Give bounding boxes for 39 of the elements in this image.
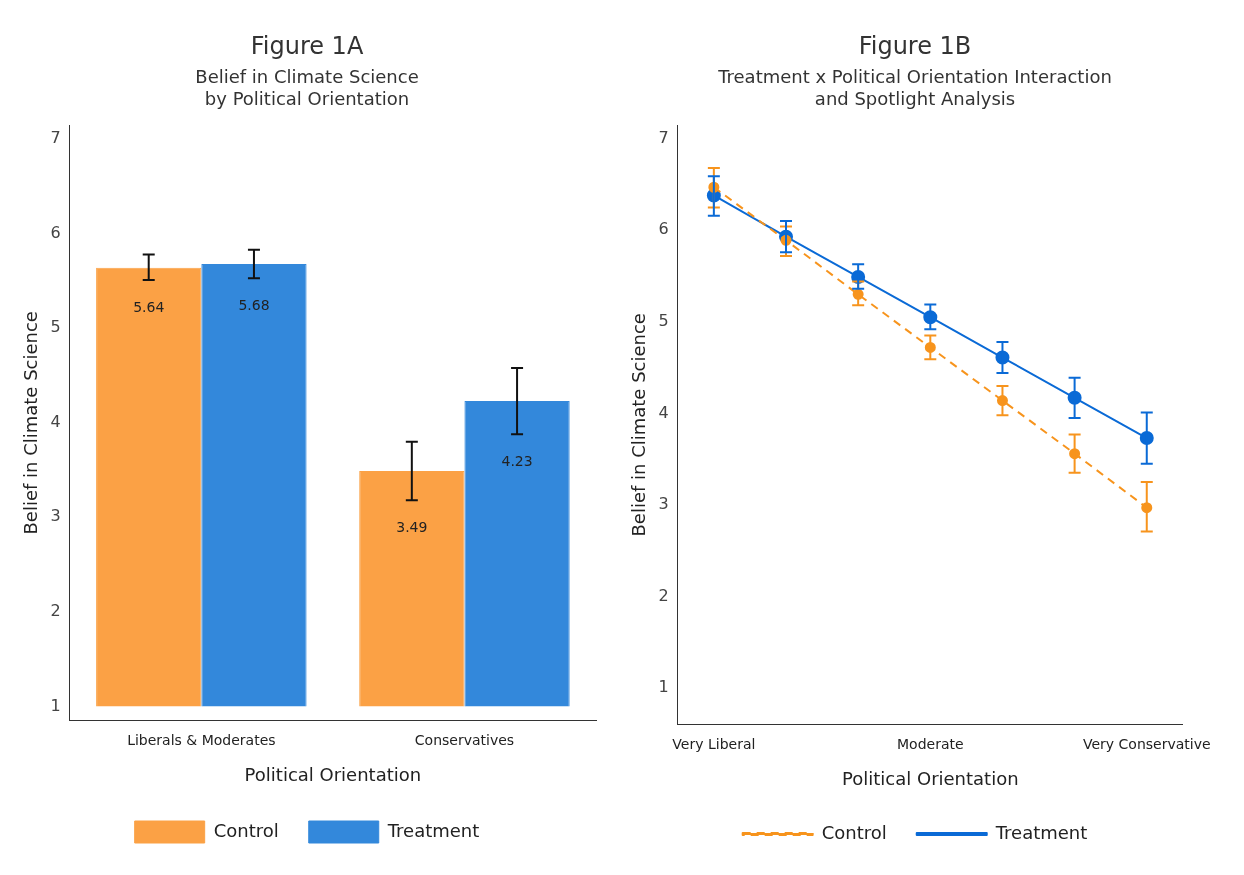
data-label: 4.23 (501, 452, 533, 469)
y-tick-label: 5 (50, 317, 61, 337)
y-tick-label: 2 (658, 585, 669, 605)
y-tick-label: 1 (50, 695, 61, 715)
y-tick-label: 6 (50, 222, 61, 242)
data-label: 3.49 (396, 518, 428, 535)
legend-label: Treatment (994, 821, 1088, 843)
y-tick-label: 4 (658, 402, 669, 422)
chart-subtitle: Treatment x Political Orientation Interaction and Spotlight Analysis (717, 66, 1112, 109)
y-tick-label: 3 (50, 506, 61, 526)
x-axis-title: Political Orientation (842, 767, 1019, 789)
data-label: 5.64 (133, 298, 165, 315)
x-tick-label: Very Liberal (672, 735, 756, 752)
y-tick-label: 7 (658, 127, 669, 147)
x-axis-title: Political Orientation (244, 763, 422, 785)
bar (464, 401, 570, 707)
x-tick-label: Conservatives (414, 731, 515, 748)
y-tick-label: 6 (658, 219, 669, 239)
y-tick-label: 1 (658, 677, 669, 697)
y-tick-label: 4 (50, 411, 61, 431)
bar (359, 471, 465, 707)
y-tick-label: 3 (658, 494, 669, 514)
y-axis-title: Belief in Climate Science (628, 313, 650, 537)
bar (201, 263, 307, 707)
legend-label: Control (821, 821, 887, 843)
x-tick-label: Moderate (897, 735, 964, 752)
y-tick-label: 2 (50, 601, 61, 621)
data-label: 5.68 (238, 296, 270, 313)
legend-label: Control (213, 819, 279, 841)
bar (96, 267, 202, 707)
legend-label: Treatment (386, 819, 480, 841)
chart-title: Figure 1B (858, 31, 972, 60)
y-axis-title: Belief in Climate Science (20, 311, 42, 535)
y-tick-label: 5 (658, 310, 669, 330)
x-tick-label: Very Conservative (1082, 735, 1211, 752)
chart-subtitle: Belief in Climate Science by Political Orientation (195, 66, 419, 109)
chart-title: Figure 1A (250, 31, 364, 60)
y-tick-label: 7 (50, 128, 61, 148)
x-tick-label: Liberals & Moderates (127, 731, 276, 748)
